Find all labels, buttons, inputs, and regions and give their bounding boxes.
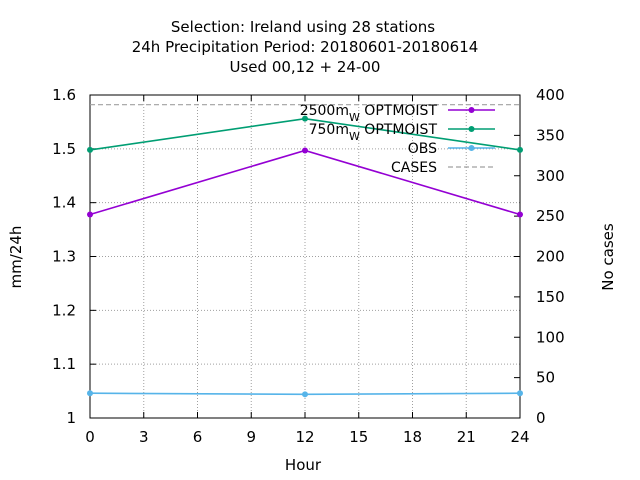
data-point (517, 146, 523, 153)
data-point (517, 211, 523, 218)
x-tick-label: 24 (510, 428, 529, 446)
y-tick-label: 1.6 (52, 86, 76, 104)
legend-sample-marker (468, 107, 475, 113)
legend-sample-marker (468, 126, 475, 132)
x-tick-label: 15 (349, 428, 368, 446)
x-tick-label: 21 (457, 428, 476, 446)
x-tick-label: 0 (85, 428, 95, 446)
data-point (87, 146, 93, 153)
y-tick-label: 1.5 (52, 140, 76, 158)
data-point (302, 391, 308, 398)
series-0 (87, 147, 523, 218)
y-tick-label: 1.1 (52, 355, 76, 373)
x-tick-label: 9 (246, 428, 256, 446)
legend-label: CASES (391, 160, 437, 176)
y-tick-label: 1.4 (52, 194, 76, 212)
x-tick-label: 6 (193, 428, 203, 446)
y2-tick-label: 0 (536, 409, 546, 427)
data-point (87, 390, 93, 397)
chart-title: Selection: Ireland using 28 stations 24h… (132, 18, 479, 76)
y2-tick-label: 200 (536, 248, 565, 266)
y2-tick-label: 50 (536, 369, 555, 387)
series-layer (87, 104, 523, 398)
y-axis-label: mm/24h (7, 226, 25, 289)
y-tick-label: 1 (66, 409, 76, 427)
y-tick-label: 1.3 (52, 248, 76, 266)
y2-tick-label: 350 (536, 126, 565, 144)
y2-tick-label: 250 (536, 207, 565, 225)
title-line-1: Selection: Ireland using 28 stations (171, 18, 435, 36)
series-1 (87, 115, 523, 153)
title-line-2: 24h Precipitation Period: 20180601-20180… (132, 38, 479, 56)
y-axis-ticks: 1 1.1 1.2 1.3 1.4 1.5 1.6 (52, 86, 96, 427)
x-tick-label: 18 (403, 428, 422, 446)
x-axis-ticks: 0 3 6 9 12 15 18 21 24 (85, 95, 530, 446)
data-point (87, 211, 93, 218)
x-tick-label: 12 (295, 428, 314, 446)
legend-label: 2500mW OPTMOIST (300, 103, 438, 124)
data-point (302, 147, 308, 154)
data-point (517, 390, 523, 397)
y2-tick-label: 100 (536, 328, 565, 346)
y2-tick-label: 300 (536, 167, 565, 185)
x-axis-label: Hour (285, 456, 322, 474)
title-line-3: Used 00,12 + 24-00 (230, 58, 381, 76)
y2-tick-label: 150 (536, 288, 565, 306)
y2-tick-label: 400 (536, 86, 565, 104)
legend-label: 750mW OPTMOIST (309, 122, 438, 143)
y2-axis-label: No cases (599, 223, 617, 291)
series-2 (87, 390, 523, 398)
legend-sample-marker (468, 145, 475, 151)
x-tick-label: 3 (139, 428, 149, 446)
y-tick-label: 1.2 (52, 301, 76, 319)
grid-lines (90, 95, 520, 418)
legend-label: OBS (408, 141, 437, 157)
data-point (302, 115, 308, 122)
y2-axis-ticks: 0 50 100 150 200 250 300 350 400 (514, 86, 565, 427)
